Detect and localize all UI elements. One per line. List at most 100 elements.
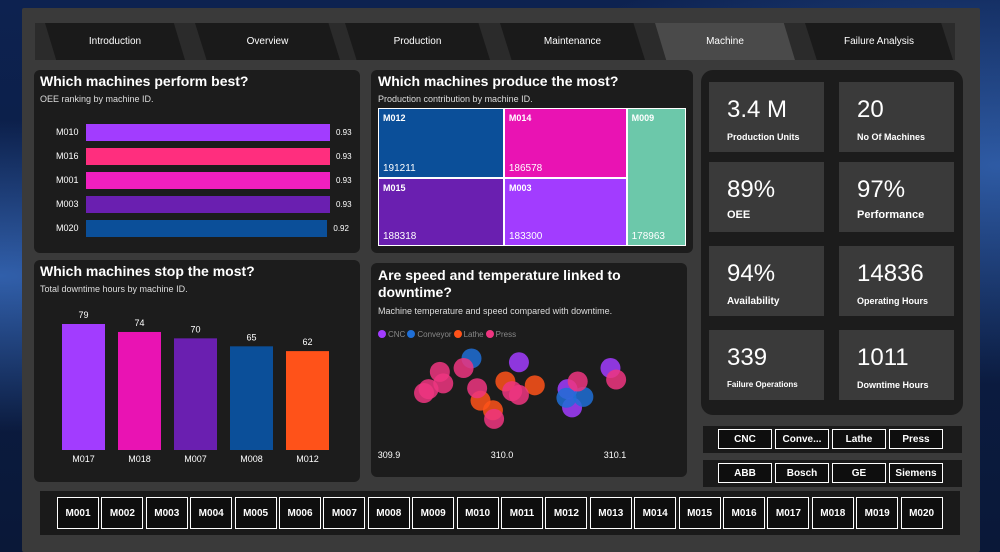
treemap-cell[interactable]: M003 183300 [503,177,627,246]
tab-failure-analysis[interactable]: Failure Analysis [805,23,953,60]
scatter-point[interactable] [606,369,627,390]
machine-type-chip[interactable]: Press [889,429,943,449]
machine-id-chip[interactable]: M008 [367,497,410,529]
x-tick-label: 310.0 [491,450,514,460]
scatter-point[interactable] [453,358,474,379]
scatter-point[interactable] [414,383,435,403]
machine-id-chip[interactable]: M005 [234,497,277,529]
card-title: Which machines perform best? [40,73,249,89]
x-tick-label: 310.1 [604,450,627,460]
bar-category-label: M016 [56,151,79,161]
treemap-cell[interactable]: M015 188318 [378,177,504,246]
oee-bar[interactable] [86,148,330,165]
scatter-point[interactable] [467,378,488,399]
machine-id-chip[interactable]: M002 [101,497,144,529]
kpi-label: No Of Machines [857,132,926,142]
downtime-bar[interactable] [174,338,217,450]
scatter-point[interactable] [524,375,545,396]
kpi-label: Failure Operations [727,380,798,389]
machine-type-chip[interactable]: CNC [718,429,772,449]
bar-value-label: 74 [134,318,144,328]
card-title: Which machines stop the most? [40,263,255,279]
kpi-value: 3.4 M [727,96,788,123]
manufacturer-chip[interactable]: Siemens [889,463,943,483]
scatter-point[interactable] [484,408,505,429]
scatter-point[interactable] [556,387,577,408]
machine-id-chip[interactable]: M017 [767,497,810,529]
downtime-bar-chart: 79 M017 74 M018 70 M007 65 M008 62 M012 [62,310,329,464]
machine-id-chip[interactable]: M011 [501,497,543,529]
kpi-label: Downtime Hours [857,380,929,390]
machine-id-chip[interactable]: M016 [723,497,765,529]
legend-item[interactable]: Conveyor [407,330,452,339]
machine-id-chip[interactable]: M010 [456,497,499,529]
scatter-point[interactable] [567,371,588,392]
bar-category-label: M007 [184,454,207,464]
production-contribution-card: Which machines produce the most? Product… [371,70,693,253]
machine-type-chip[interactable]: Lathe [832,429,886,449]
downtime-bar[interactable] [118,331,161,450]
tab-maintenance[interactable]: Maintenance [500,23,645,60]
kpi-performance: 97% Performance [839,162,954,232]
kpi-label: Production Units [727,132,800,142]
card-subtitle: Production contribution by machine ID. [378,94,533,104]
machine-id-chip[interactable]: M018 [811,497,854,529]
machine-type-chip[interactable]: Conve... [775,429,829,449]
oee-bar[interactable] [86,196,330,213]
treemap-cell[interactable]: M014 186578 [503,108,627,178]
scatter-point[interactable] [508,352,529,373]
bar-category-label: M017 [72,454,95,464]
tab-production[interactable]: Production [345,23,490,60]
manufacturer-chip[interactable]: ABB [718,463,772,483]
oee-bar[interactable] [86,220,328,237]
treemap-cell-value: 183300 [508,230,543,242]
bar-category-label: M020 [56,223,79,233]
downtime-bar[interactable] [286,351,329,450]
legend-dot [407,330,416,338]
machine-id-chip[interactable]: M009 [412,497,455,529]
machine-id-chip[interactable]: M014 [634,497,677,529]
card-title-line1: Are speed and temperature linked to [378,267,621,283]
machine-id-chip[interactable]: M019 [856,497,899,529]
card-title: Which machines produce the most? [378,73,619,89]
tab-overview[interactable]: Overview [195,23,340,60]
oee-ranking-card: Which machines perform best? OEE ranking… [34,70,360,253]
legend-label: Press [495,329,517,339]
tab-machine[interactable]: Machine [655,23,795,60]
manufacturer-chip[interactable]: GE [832,463,886,483]
legend-item[interactable]: CNC [378,330,405,339]
oee-bar[interactable] [86,124,330,141]
machine-id-chip[interactable]: M020 [900,497,943,529]
scatter-point[interactable] [573,386,594,407]
machine-id-chip[interactable]: M004 [190,497,233,529]
legend-item[interactable]: Press [485,329,517,339]
treemap-cell-value: 191211 [383,162,416,174]
machine-id-chip[interactable]: M007 [323,497,366,529]
kpi-operating-hours: 14836 Operating Hours [839,246,954,316]
machine-id-chip[interactable]: M015 [678,497,721,529]
machine-id-chip[interactable]: M006 [279,497,321,529]
machine-id-chip[interactable]: M003 [145,497,188,529]
treemap-cell-value: 178963 [631,231,665,242]
scatter-legend: CNC Conveyor Lathe Press [378,325,518,343]
tab-introduction[interactable]: Introduction [45,23,185,60]
machine-id-chip[interactable]: M013 [589,497,632,529]
treemap-cell-label: M003 [508,182,532,193]
kpi-number-of-machines: 20 No Of Machines [839,82,954,152]
bar-value-label: 70 [190,324,200,334]
legend-item[interactable]: Lathe [453,330,484,339]
oee-bar[interactable] [86,172,330,189]
downtime-bar[interactable] [230,346,273,450]
treemap-cell[interactable]: M012 191211 [378,108,504,178]
kpi-value: 14836 [857,260,924,287]
machine-id-chip[interactable]: M012 [545,497,588,529]
scatter-point[interactable] [508,384,529,405]
scatter-plot: 309.9 310.0 310.1 [378,348,627,460]
treemap-cell[interactable]: M009 178963 [626,108,686,246]
bar-value-label: 0.93 [336,176,352,185]
manufacturer-chip[interactable]: Bosch [775,463,829,483]
bar-category-label: M003 [56,199,79,209]
downtime-bar[interactable] [62,324,105,450]
legend-dot [453,330,462,338]
machine-id-chip[interactable]: M001 [57,497,99,529]
